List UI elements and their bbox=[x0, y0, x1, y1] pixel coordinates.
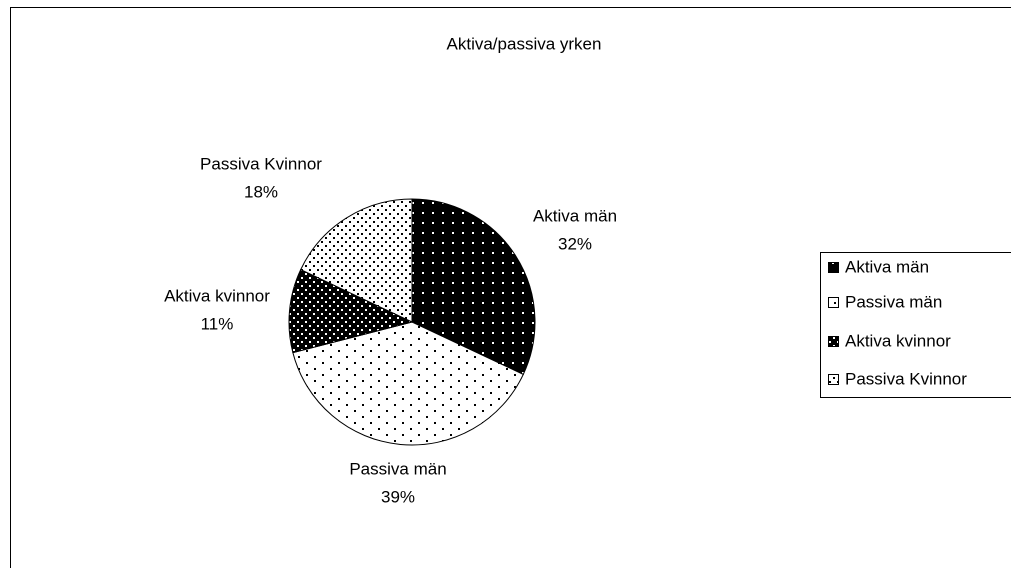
slice-label: Passiva män bbox=[349, 459, 446, 478]
legend bbox=[820, 252, 1011, 398]
legend-label: Aktiva kvinnor bbox=[845, 331, 951, 350]
slice-label: Passiva Kvinnor bbox=[200, 154, 322, 173]
legend-swatch bbox=[828, 262, 839, 273]
legend-label: Aktiva män bbox=[845, 257, 929, 276]
chart-title: Aktiva/passiva yrken bbox=[447, 34, 602, 53]
pie-slice bbox=[288, 268, 414, 354]
slice-value-label: 18% bbox=[244, 182, 278, 201]
pie-slice bbox=[300, 198, 413, 323]
slice-value-label: 32% bbox=[558, 234, 592, 253]
slice-label: Aktiva kvinnor bbox=[164, 286, 270, 305]
slice-label: Aktiva män bbox=[533, 206, 617, 225]
legend-swatch bbox=[828, 336, 839, 347]
pie-slice bbox=[411, 198, 536, 376]
legend-label: Passiva Kvinnor bbox=[845, 369, 967, 388]
slice-value-label: 39% bbox=[381, 487, 415, 506]
legend-label: Passiva män bbox=[845, 292, 942, 311]
legend-swatch bbox=[828, 297, 839, 308]
pie-slice bbox=[292, 321, 524, 446]
legend-swatch bbox=[828, 374, 839, 385]
slice-value-label: 11% bbox=[201, 314, 234, 333]
